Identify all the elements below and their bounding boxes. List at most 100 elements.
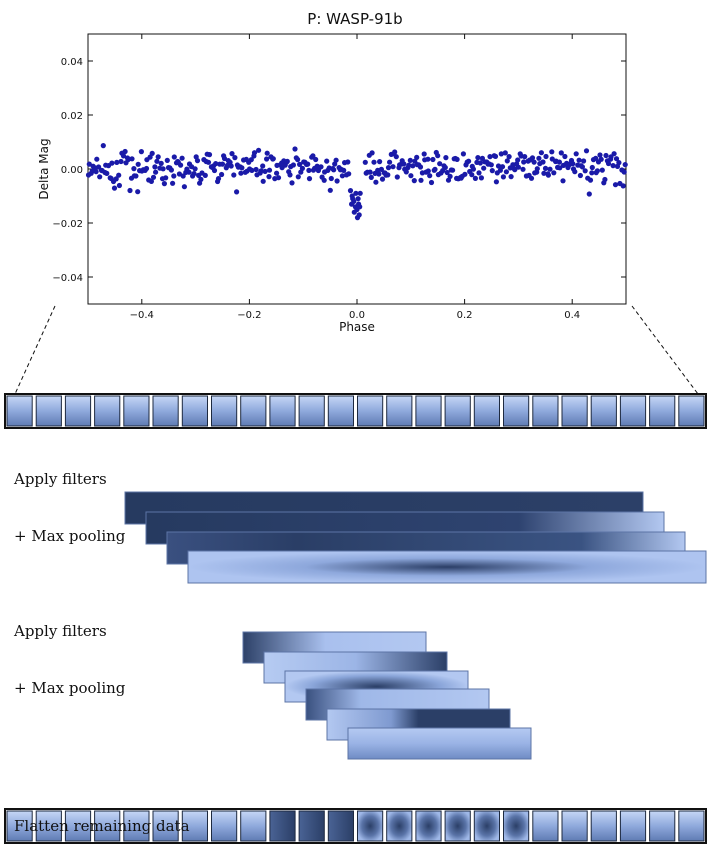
y-tick-label: 0.04 [61,57,83,68]
data-point [345,159,351,165]
data-point [478,175,484,181]
data-point [594,168,601,174]
data-point [469,172,475,178]
data-point [206,152,213,158]
data-point [488,162,494,168]
data-point [351,209,357,215]
y-tick-label: 0.02 [61,111,83,122]
data-point [164,157,170,163]
data-point [355,196,361,202]
data-point [266,174,272,180]
data-point [598,156,604,162]
data-point [357,204,363,210]
data-point [284,158,290,164]
data-point [160,166,166,172]
data-point [489,168,495,174]
input-frame [4,393,707,429]
input-cell [6,395,33,427]
flatten-cell [152,810,179,842]
data-point [131,166,137,172]
y-tick-label: −0.02 [52,219,83,230]
data-point [219,161,226,167]
data-point [538,150,545,156]
data-point [158,160,164,166]
data-point [274,170,280,176]
flatten-cell [357,810,384,842]
data-point [406,162,412,168]
data-point [163,175,169,181]
flatten-cell [64,810,92,842]
data-point [493,179,499,185]
flatten-text: Flatten remaining data [14,817,190,835]
flatten-cell [94,810,121,842]
data-point [150,174,157,180]
data-point [508,174,514,180]
data-point [357,190,363,196]
data-point [179,155,185,161]
data-point [425,168,431,174]
data-point [437,161,443,167]
data-point [251,150,258,156]
data-point [116,182,122,189]
data-point [506,154,512,160]
data-point [379,176,386,182]
data-point [191,171,197,177]
data-point [118,158,124,165]
data-point [346,171,352,177]
data-point [520,166,526,172]
data-point [476,170,482,176]
input-cell [298,395,325,427]
flatten-cell [649,810,676,842]
data-point [529,155,536,161]
data-point [353,190,359,196]
data-point [289,180,295,186]
data-point [153,169,159,175]
data-point [487,154,493,160]
data-point [122,148,128,155]
data-point [442,164,448,171]
data-point [432,166,438,172]
apply-filters-text-2: Apply filters [14,622,107,640]
data-point [551,170,557,176]
flatten-cell [298,810,325,842]
data-point [331,167,337,173]
data-point [93,169,99,175]
data-point [562,153,568,160]
data-point [186,169,192,175]
flatten-cell [561,810,588,842]
data-point [86,161,92,167]
data-point [608,154,614,160]
data-point [421,151,427,157]
data-point [202,172,208,178]
data-point [394,174,400,180]
data-point [425,156,431,162]
data-point [444,169,450,176]
data-point [219,171,225,178]
data-point [113,176,119,182]
data-point [327,187,333,193]
step-label-flatten: Flatten remaining data [14,779,190,855]
data-point [248,157,254,163]
data-point [579,164,586,170]
data-point [178,162,184,168]
data-point [171,154,177,160]
data-point [347,188,354,194]
data-point [94,156,100,162]
data-point [587,177,594,183]
data-point [264,150,270,156]
flatten-cell [386,810,413,842]
data-point [603,152,609,159]
flatten-cell [35,810,62,842]
input-cell [64,395,92,427]
flattened-vector [4,808,707,844]
data-point [341,167,347,173]
input-cell [181,395,209,427]
data-point [515,157,521,163]
max-pooling-text-2: + Max pooling [14,679,126,697]
data-point [299,165,305,171]
data-point [148,178,154,184]
data-point [228,163,234,169]
step-label-filters-2: Apply filters + Max pooling [14,584,125,717]
data-point [231,172,237,178]
data-point [534,166,540,172]
